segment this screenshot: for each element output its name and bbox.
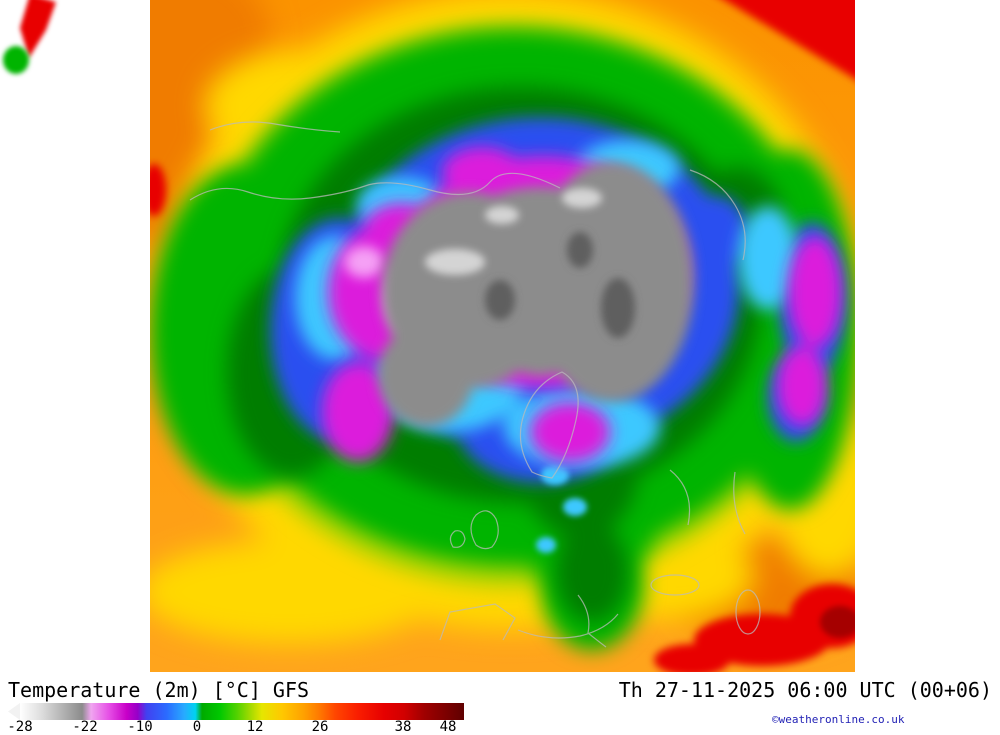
map-title: Temperature (2m) [°C] GFS — [8, 678, 310, 702]
layer-dark-red — [820, 606, 855, 638]
layer-cyan-flecks — [536, 465, 587, 553]
scale-gradient-bar — [20, 703, 464, 720]
corner-red-blob — [20, 0, 56, 58]
scale-tick-4: 12 — [246, 719, 264, 735]
temperature-map — [150, 0, 855, 672]
copyright: ©weatheronline.co.uk — [772, 713, 905, 726]
map-timestamp: Th 27-11-2025 06:00 UTC (00+06) — [618, 678, 992, 702]
map-footer: Temperature (2m) [°C] GFS Th 27-11-2025 … — [0, 672, 1000, 735]
layer-gray-light-patches — [425, 188, 602, 275]
margin-map-fragments — [3, 0, 56, 74]
scale-tick-3: 0 — [192, 719, 202, 735]
layer-gray-dark-flecks — [485, 232, 635, 338]
temperature-scale — [8, 703, 464, 720]
scale-tick-6: 38 — [394, 719, 412, 735]
scale-tick-2: -10 — [127, 719, 153, 735]
layer-red-hot-zones — [150, 0, 855, 672]
scale-tick-0: -28 — [7, 719, 33, 735]
layer-coastlines — [189, 121, 761, 648]
scale-tick-5: 26 — [311, 719, 329, 735]
corner-green-blob — [3, 46, 29, 74]
scale-tick-7: 48 — [439, 719, 457, 735]
scale-arrow-tip — [8, 703, 20, 720]
scale-tick-1: -22 — [72, 719, 98, 735]
